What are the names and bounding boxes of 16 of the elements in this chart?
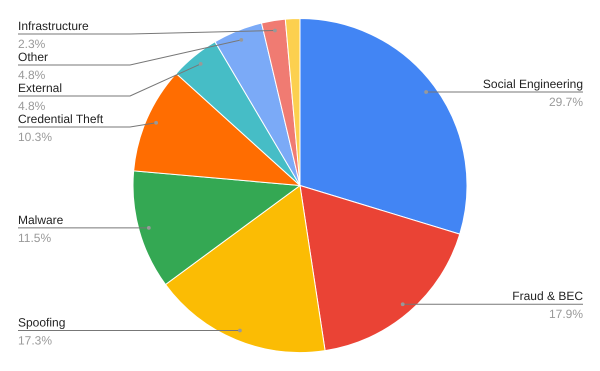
slice-label: Credential Theft (18, 112, 104, 126)
slice-label: Malware (18, 212, 64, 227)
data-label: 2.3% (18, 37, 46, 51)
data-label: 4.8% (18, 99, 46, 113)
data-label: 17.9% (548, 307, 584, 322)
slice-label: Other (18, 50, 48, 64)
slice-label: External (18, 81, 62, 95)
slice-label: Social Engineering (482, 77, 583, 92)
data-label: 10.3% (18, 130, 52, 144)
data-label: 29.7% (548, 95, 584, 110)
slice-label: Spoofing (18, 316, 66, 330)
slice-label: Infrastructure (18, 19, 90, 33)
data-label: 17.3% (18, 334, 52, 348)
data-label: 4.8% (18, 68, 46, 82)
data-label: 11.5% (18, 230, 52, 245)
slice-label: Fraud & BEC (512, 289, 584, 304)
